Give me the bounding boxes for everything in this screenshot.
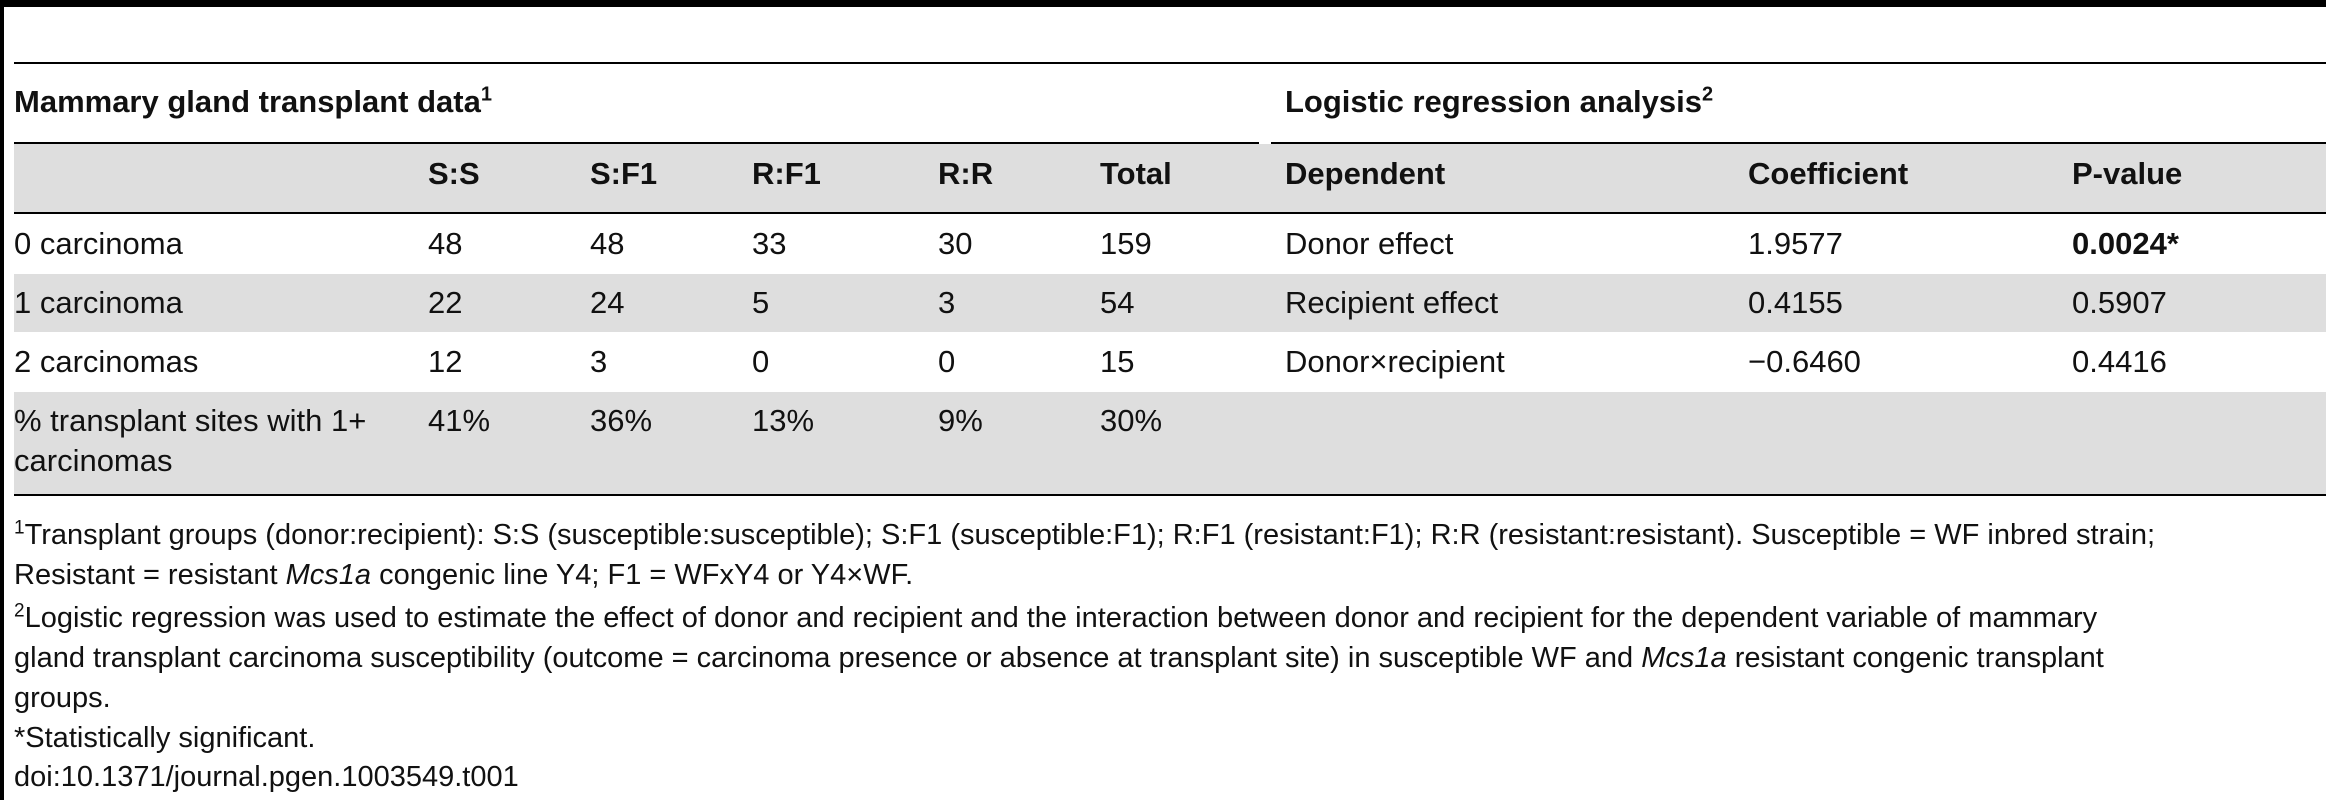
gene-name: Mcs1a: [1641, 642, 1727, 674]
col-header-total: Total: [1100, 156, 1172, 191]
cell-value: 5: [752, 285, 770, 320]
col-header-coefficient: Coefficient: [1748, 156, 1909, 191]
cell-value: 13%: [752, 403, 815, 438]
right-section-rule: [1271, 142, 2326, 144]
cell-value: 22: [428, 285, 463, 320]
footnote-2-line-1: 2Logistic regression was used to estimat…: [14, 600, 2098, 634]
row-label: 0 carcinoma: [14, 226, 183, 261]
row-label: 2 carcinomas: [14, 344, 199, 379]
header-bottom-rule: [14, 212, 2326, 214]
footnote-marker: 2: [1701, 83, 1714, 106]
pvalue-value: 0.5907: [2072, 285, 2167, 320]
footnote-1-line-2: Resistant = resistant Mcs1a congenic lin…: [14, 559, 914, 591]
cell-value: 3: [938, 285, 956, 320]
row-shade-3: [14, 392, 2326, 494]
col-header-pvalue: P-value: [2072, 156, 2183, 191]
header-row-shade: [14, 144, 2326, 212]
pvalue-value: 0.4416: [2072, 344, 2167, 379]
cell-value: 0: [752, 344, 770, 379]
doi-text: doi:10.1371/journal.pgen.1003549.t001: [14, 761, 519, 793]
top-border: [0, 0, 2326, 7]
footnote-1-line-1: 1Transplant groups (donor:recipient): S:…: [14, 517, 2156, 551]
cell-value: 12: [428, 344, 463, 379]
cell-value: 30: [938, 226, 973, 261]
footnote-2-line-3: groups.: [14, 682, 111, 714]
left-section-rule: [14, 142, 1259, 144]
cell-value: 3: [590, 344, 608, 379]
cell-value: 33: [752, 226, 787, 261]
coefficient-value: 1.9577: [1748, 226, 1843, 261]
row-label: % transplant sites with 1+: [14, 403, 367, 438]
row-shade-1: [14, 274, 2326, 332]
cell-value: 54: [1100, 285, 1135, 320]
col-header-rf1: R:F1: [752, 156, 821, 191]
table-bottom-rule: [14, 494, 2326, 496]
footnote-2-line-2: gland transplant carcinoma susceptibilit…: [14, 642, 2104, 674]
cell-value: 48: [428, 226, 463, 261]
pvalue-significant: 0.0024*: [2072, 226, 2179, 261]
footnote-significance: *Statistically significant.: [14, 722, 316, 754]
cell-value: 159: [1100, 226, 1152, 261]
dependent-label: Recipient effect: [1285, 285, 1499, 320]
dependent-label: Donor×recipient: [1285, 344, 1505, 379]
dependent-label: Donor effect: [1285, 226, 1454, 261]
row-label-continued: carcinomas: [14, 443, 173, 478]
left-border: [0, 0, 4, 800]
cell-value: 0: [938, 344, 956, 379]
col-header-sf1: S:F1: [590, 156, 658, 191]
right-section-title: Logistic regression analysis2: [1285, 83, 1714, 119]
col-header-dependent: Dependent: [1285, 156, 1446, 191]
cell-value: 24: [590, 285, 625, 320]
table-top-rule: [14, 62, 2326, 64]
coefficient-value: 0.4155: [1748, 285, 1843, 320]
cell-value: 30%: [1100, 403, 1163, 438]
left-section-title: Mammary gland transplant data1: [14, 83, 492, 119]
footnote-marker: 1: [480, 83, 492, 106]
coefficient-value: −0.6460: [1748, 344, 1861, 379]
cell-value: 15: [1100, 344, 1135, 379]
cell-value: 9%: [938, 403, 983, 438]
cell-value: 41%: [428, 403, 491, 438]
cell-value: 36%: [590, 403, 653, 438]
gene-name: Mcs1a: [285, 559, 372, 591]
col-header-rr: R:R: [938, 156, 994, 191]
cell-value: 48: [590, 226, 625, 261]
row-label: 1 carcinoma: [14, 285, 183, 320]
col-header-ss: S:S: [428, 156, 480, 191]
